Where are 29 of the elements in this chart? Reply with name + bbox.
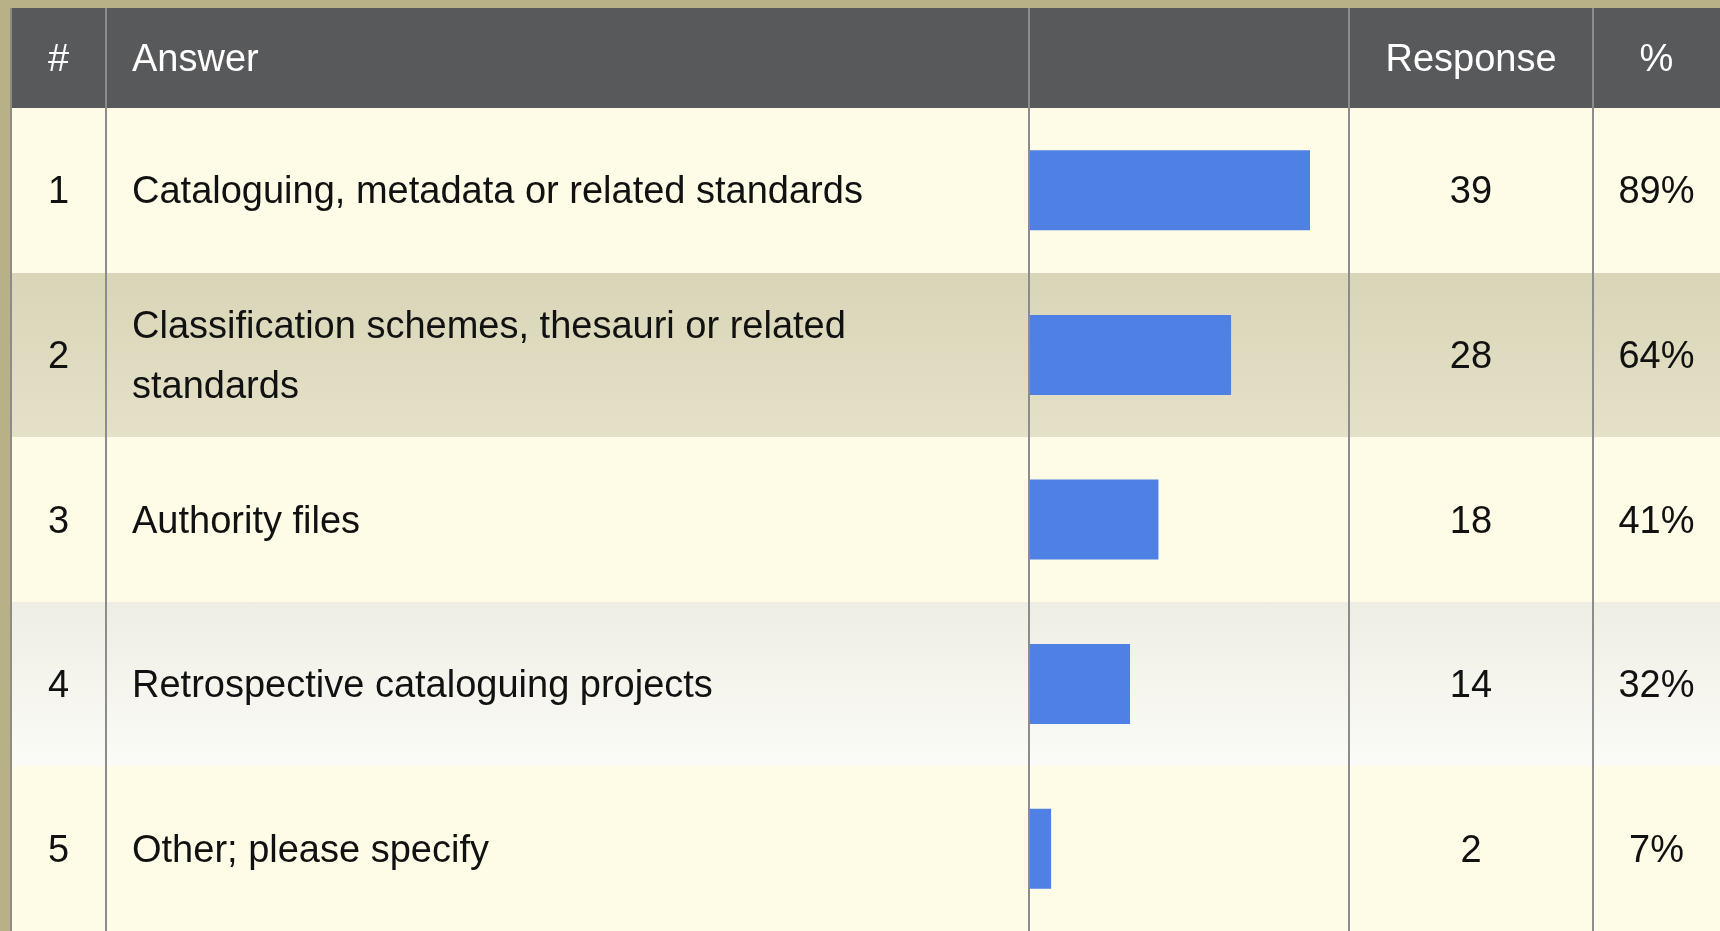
y-tick-label: Retrospective cataloguing projects	[132, 663, 713, 706]
y-tick-label: Authority files	[132, 498, 361, 541]
y-tick-label: Cataloguing, metadata or related standards	[132, 169, 863, 212]
text: Response	[1385, 37, 1557, 79]
bar	[1029, 314, 1232, 395]
data-label: 41%	[1618, 498, 1695, 541]
text: 39	[1449, 169, 1493, 212]
data-label: 89%	[1618, 169, 1695, 212]
data-label: 7%	[1629, 827, 1684, 870]
text: 4	[47, 663, 70, 706]
text: 3	[47, 498, 70, 541]
text: 14	[1449, 663, 1493, 706]
text: #	[47, 37, 70, 79]
text: 28	[1449, 333, 1493, 376]
text: 18	[1449, 498, 1493, 541]
y-tick-label: Classification schemes, thesauri or related standards	[132, 303, 857, 406]
data-label: 32%	[1618, 663, 1695, 706]
text: %	[1639, 37, 1674, 79]
text: Answer	[132, 37, 260, 79]
bar	[1029, 644, 1131, 725]
text: 1	[47, 169, 70, 212]
bar	[1029, 150, 1310, 231]
text: 2	[1460, 827, 1482, 870]
text: 5	[47, 827, 70, 870]
y-tick-label: Other; please specify	[132, 827, 489, 870]
data-label: 64%	[1618, 333, 1695, 376]
bar	[1029, 479, 1159, 560]
bar	[1029, 808, 1052, 889]
text: 2	[47, 333, 70, 376]
